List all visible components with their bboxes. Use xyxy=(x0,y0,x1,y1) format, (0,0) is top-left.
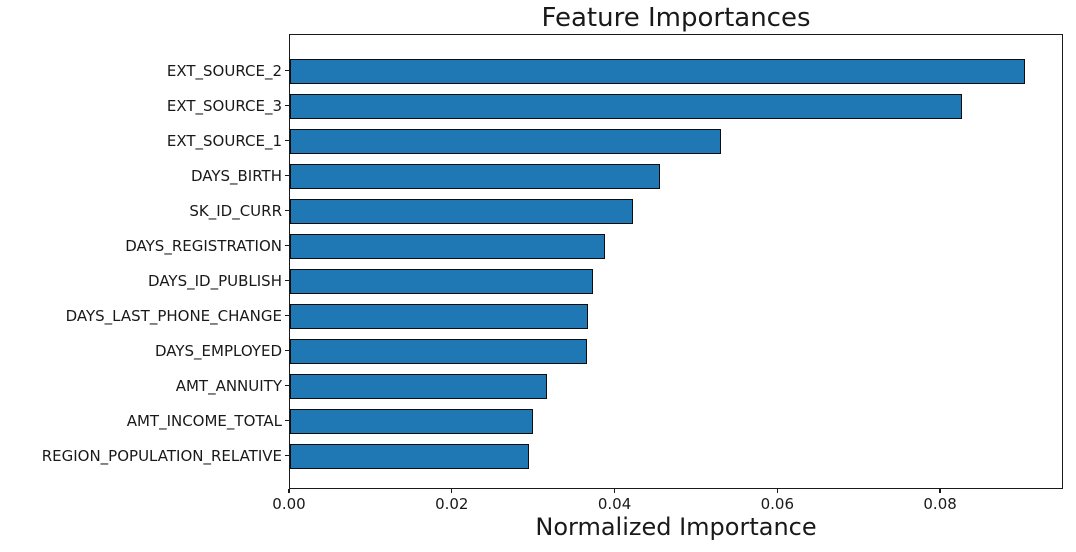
bar-region_population_relative xyxy=(290,444,529,469)
y-tick-mark xyxy=(285,384,289,387)
bar-row-amt_income_total xyxy=(290,404,1062,439)
y-tick-mark xyxy=(285,419,289,422)
x-tick-label: 0.04 xyxy=(597,495,632,513)
y-tick-label-days_last_phone_change: DAYS_LAST_PHONE_CHANGE xyxy=(65,306,282,325)
y-tick-label-ext_source_2: EXT_SOURCE_2 xyxy=(166,61,282,80)
y-tick-mark xyxy=(285,104,289,107)
bar-days_employed xyxy=(290,339,588,364)
x-axis-label: Normalized Importance xyxy=(535,513,817,541)
bar-days_id_publish xyxy=(290,269,593,294)
x-tick-label: 0.06 xyxy=(760,495,795,513)
y-tick-mark xyxy=(285,314,289,317)
bar-row-ext_source_1 xyxy=(290,124,1062,159)
bar-row-region_population_relative xyxy=(290,439,1062,474)
y-tick-label-amt_income_total: AMT_INCOME_TOTAL xyxy=(126,411,282,430)
x-tick-label: 0.02 xyxy=(435,495,469,513)
bar-row-days_employed xyxy=(290,334,1062,369)
bar-ext_source_3 xyxy=(290,94,963,119)
x-tick-mark xyxy=(288,489,290,493)
bar-ext_source_2 xyxy=(290,59,1026,84)
chart-title: Feature Importances xyxy=(541,3,811,33)
bar-amt_income_total xyxy=(290,409,533,434)
x-tick-mark xyxy=(776,489,778,493)
x-tick-mark xyxy=(939,489,941,493)
x-tick-label: 0.00 xyxy=(272,495,306,513)
y-tick-label-days_registration: DAYS_REGISTRATION xyxy=(125,236,282,255)
bar-amt_annuity xyxy=(290,374,548,399)
y-tick-mark xyxy=(285,279,289,282)
y-tick-mark xyxy=(285,349,289,352)
y-tick-mark xyxy=(285,69,289,72)
y-tick-label-ext_source_1: EXT_SOURCE_1 xyxy=(166,131,282,150)
bar-row-amt_annuity xyxy=(290,369,1062,404)
bar-row-days_id_publish xyxy=(290,264,1062,299)
y-tick-label-days_employed: DAYS_EMPLOYED xyxy=(154,341,282,360)
bar-days_last_phone_change xyxy=(290,304,588,329)
bar-row-sk_id_curr xyxy=(290,194,1062,229)
y-tick-label-days_id_publish: DAYS_ID_PUBLISH xyxy=(148,271,282,290)
y-tick-mark xyxy=(285,174,289,177)
y-tick-label-sk_id_curr: SK_ID_CURR xyxy=(189,201,282,220)
bar-ext_source_1 xyxy=(290,129,722,154)
plot-area xyxy=(289,34,1063,489)
y-tick-label-region_population_relative: REGION_POPULATION_RELATIVE xyxy=(41,446,282,465)
bar-row-ext_source_2 xyxy=(290,54,1062,89)
y-tick-mark xyxy=(285,139,289,142)
bar-row-days_birth xyxy=(290,159,1062,194)
y-tick-mark xyxy=(285,209,289,212)
y-tick-mark xyxy=(285,454,289,457)
bar-sk_id_curr xyxy=(290,199,634,224)
y-tick-label-days_birth: DAYS_BIRTH xyxy=(190,166,282,185)
x-tick-mark xyxy=(451,489,453,493)
y-tick-mark xyxy=(285,244,289,247)
x-tick-mark xyxy=(613,489,616,493)
y-tick-label-ext_source_3: EXT_SOURCE_3 xyxy=(166,96,282,115)
bar-days_birth xyxy=(290,164,661,189)
bar-days_registration xyxy=(290,234,605,259)
bar-row-days_registration xyxy=(290,229,1062,264)
y-tick-label-amt_annuity: AMT_ANNUITY xyxy=(175,376,282,395)
bar-row-days_last_phone_change xyxy=(290,299,1062,334)
y-axis-labels: EXT_SOURCE_2 EXT_SOURCE_3 EXT_SOURCE_1 DAYS… xyxy=(0,34,282,489)
x-tick-label: 0.08 xyxy=(923,495,957,513)
bar-row-ext_source_3 xyxy=(290,89,1062,124)
